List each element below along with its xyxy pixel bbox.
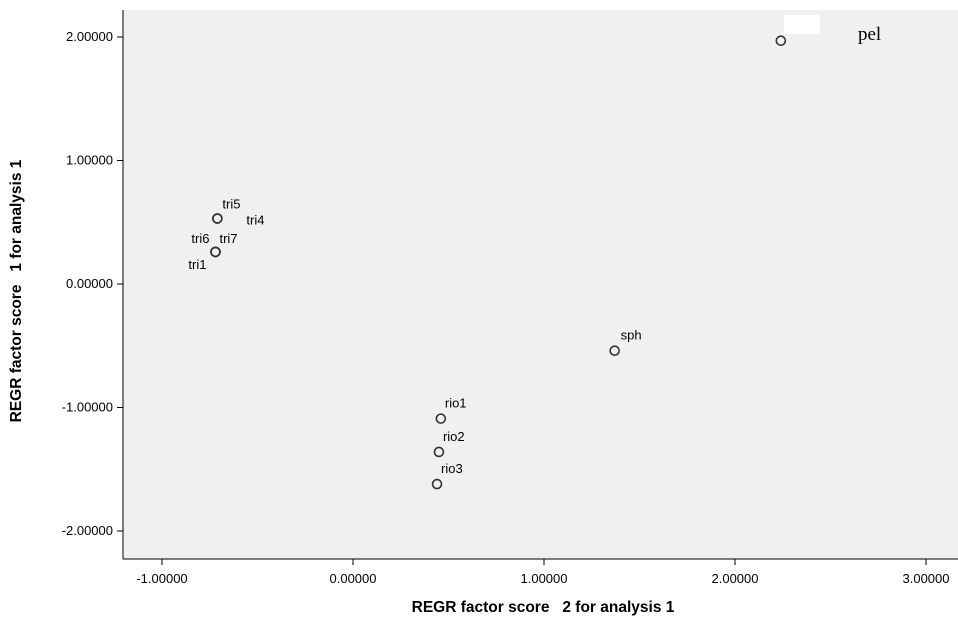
point-label: tri5	[222, 197, 240, 212]
point-label: rio2	[443, 429, 465, 444]
data-point	[775, 35, 787, 47]
point-labels: tri5 tri4 tri6 tri7 tri1 sph rio1 rio2 rio3	[188, 197, 641, 477]
y-tick-label: 1.00000	[66, 153, 113, 168]
plot-area	[123, 10, 958, 559]
point-label: tri7	[219, 231, 237, 246]
point-label: rio3	[441, 461, 463, 476]
data-point	[609, 345, 620, 356]
x-axis-ticks: -1.00000 0.00000 1.00000 2.00000 3.00000	[136, 559, 950, 586]
point-label: tri1	[188, 257, 206, 272]
data-point	[433, 446, 445, 458]
x-tick-label: 3.00000	[903, 571, 950, 586]
x-tick-label: 1.00000	[521, 571, 568, 586]
data-point	[210, 246, 221, 258]
data-point	[431, 478, 443, 490]
x-tick-label: 2.00000	[712, 571, 759, 586]
point-label: tri4	[246, 213, 264, 228]
x-axis-title: REGR factor score 2 for analysis 1	[412, 599, 675, 616]
x-tick-label: 0.00000	[330, 571, 377, 586]
label-mask	[784, 15, 820, 34]
data-point	[435, 413, 447, 424]
data-point	[212, 213, 223, 224]
x-tick-label: -1.00000	[136, 571, 187, 586]
y-tick-label: 0.00000	[66, 276, 113, 291]
y-tick-label: -2.00000	[62, 523, 113, 538]
point-label: rio1	[445, 396, 467, 411]
pel-annotation: pel	[858, 24, 881, 45]
point-label: tri6	[191, 231, 209, 246]
y-axis-ticks: 2.00000 1.00000 0.00000 -1.00000 -2.00000	[62, 29, 123, 538]
y-tick-label: -1.00000	[62, 400, 113, 415]
point-label: sph	[621, 328, 642, 343]
data-points	[210, 35, 787, 490]
y-tick-label: 2.00000	[66, 29, 113, 44]
y-axis-title: REGR factor score 1 for analysis 1	[8, 159, 25, 422]
